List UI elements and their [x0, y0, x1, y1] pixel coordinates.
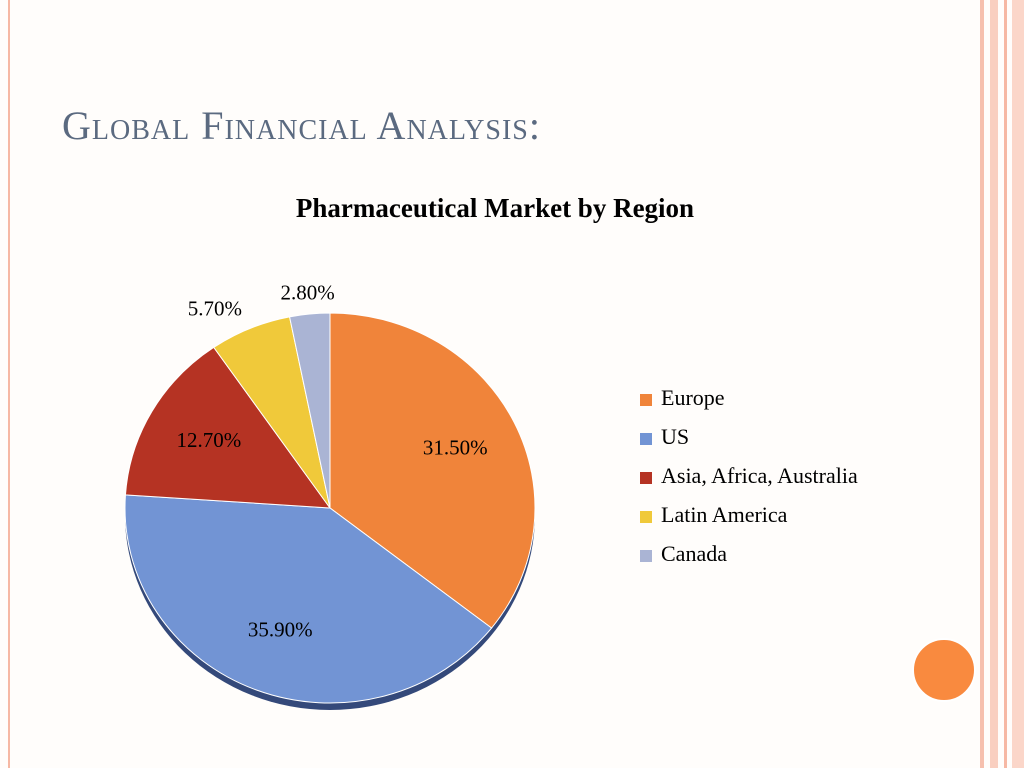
legend-swatch — [640, 511, 652, 523]
pie-slice — [329, 312, 536, 629]
stripe — [980, 0, 984, 768]
data-label: 31.50% — [423, 436, 488, 460]
pie-slice — [288, 312, 331, 509]
legend-label: Europe — [661, 385, 725, 410]
data-label: 12.70% — [176, 428, 241, 452]
legend-swatch — [640, 472, 652, 484]
data-label: 2.80% — [281, 280, 335, 304]
legend-label: US — [661, 424, 689, 449]
stripe — [1004, 0, 1007, 768]
legend: Europe US Asia, Africa, Australia Latin Ame… — [640, 385, 858, 566]
legend-swatch — [640, 394, 652, 406]
stripe — [990, 0, 998, 768]
legend-label: Asia, Africa, Australia — [661, 463, 858, 488]
pie-slice — [124, 346, 332, 509]
legend-swatch — [640, 433, 652, 445]
legend-label: Latin America — [661, 502, 788, 527]
legend-swatch — [640, 550, 652, 562]
legend-label: Canada — [661, 541, 727, 566]
stripe — [1012, 0, 1024, 768]
slide-title: Global Financial Analysis: — [62, 103, 541, 148]
data-label: 5.70% — [188, 296, 242, 320]
data-label: 35.90% — [248, 618, 313, 642]
pie-slice — [124, 494, 493, 704]
chart-title: Pharmaceutical Market by Region — [296, 193, 694, 223]
decor-circle — [912, 638, 976, 702]
pie: 31.50% 35.90% 12.70% 5.70% 2.80% — [124, 280, 536, 710]
